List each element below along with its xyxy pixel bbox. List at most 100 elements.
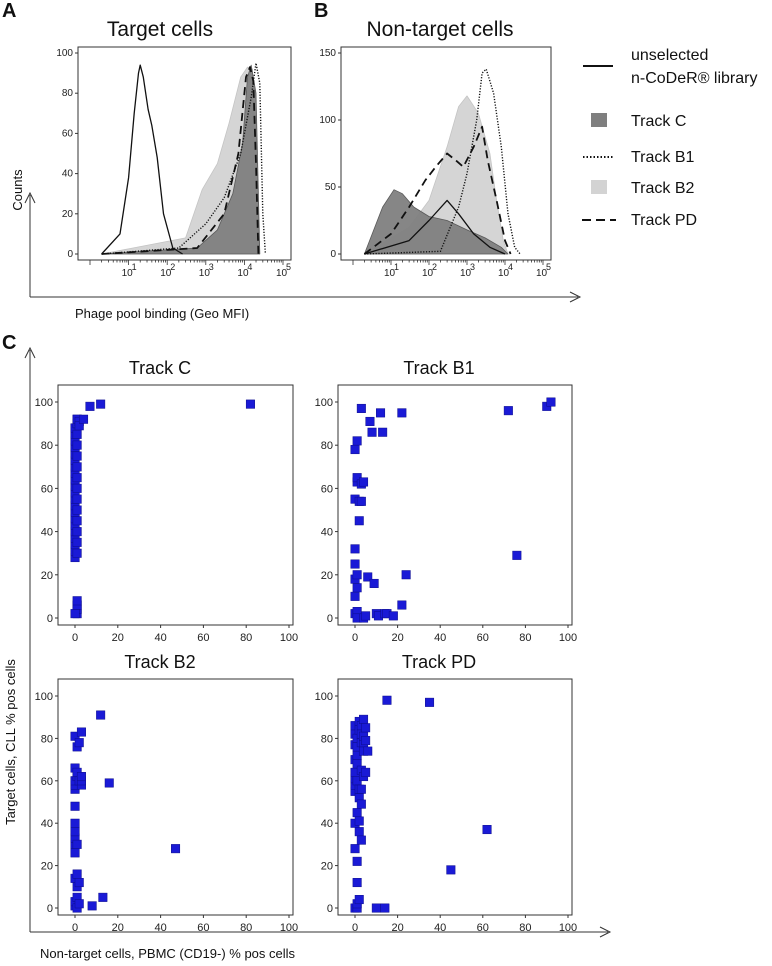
scatter-point — [546, 397, 556, 407]
scatter-point — [361, 723, 371, 733]
scatter-point — [356, 799, 366, 809]
scatter-xtick-label: 20 — [112, 922, 124, 934]
scatter-xtick-label: 60 — [477, 922, 489, 934]
ytick-label-b: 100 — [319, 115, 336, 126]
legend-label-unselected-1: unselected — [631, 47, 708, 64]
scatter-point — [354, 516, 364, 526]
xtick-label-base-a: 10 — [160, 268, 172, 279]
scatter-point — [98, 892, 108, 902]
scatter-point — [72, 462, 82, 472]
scatter-point — [371, 903, 381, 913]
scatter-c3-title: Track B2 — [124, 652, 195, 672]
scatter-point — [365, 416, 375, 426]
scatter-xtick-label: 40 — [434, 632, 446, 644]
scatter-xtick-label: 40 — [434, 922, 446, 934]
ytick-label-a: 100 — [56, 48, 73, 59]
scatter-ytick-label: 20 — [321, 861, 333, 873]
scatter-ytick-label: 40 — [321, 818, 333, 830]
scatter-point — [352, 808, 362, 818]
bottom-y-arrowhead — [24, 346, 36, 359]
scatter-point — [72, 505, 82, 515]
scatter-point — [72, 483, 82, 493]
scatter-point — [72, 839, 82, 849]
scatter-point — [503, 406, 513, 416]
bottom-xlabel: Non-target cells, PBMC (CD19-) % pos cel… — [40, 946, 296, 961]
scatter-point — [70, 848, 80, 858]
scatter-point — [378, 427, 388, 437]
scatter-point — [72, 473, 82, 483]
scatter-point — [388, 611, 398, 621]
xtick-label-base-a: 10 — [122, 268, 134, 279]
ytick-label-a: 40 — [62, 169, 74, 180]
scatter-point — [70, 827, 80, 837]
scatter-point — [356, 403, 366, 413]
scatter-xtick-label: 100 — [559, 632, 577, 644]
scatter-point — [359, 714, 369, 724]
scatter-ytick-label: 100 — [315, 691, 333, 703]
scatter-c3: 0 20 40 60 80 100 0 20 40 60 80 100 — [35, 678, 298, 934]
scatter-xtick-label: 60 — [477, 632, 489, 644]
scatter-point — [380, 903, 390, 913]
scatter-xtick-label: 100 — [280, 922, 298, 934]
scatter-xtick-label: 20 — [391, 922, 403, 934]
scatter-point — [382, 695, 392, 705]
legend-label-track-b1: Track B1 — [631, 149, 695, 166]
scatter-point — [369, 578, 379, 588]
scatter-point — [425, 697, 435, 707]
histogram-a-frame — [77, 46, 292, 261]
xtick-label-base-a: 10 — [199, 268, 211, 279]
scatter-xtick-label: 100 — [280, 632, 298, 644]
scatter-point — [72, 537, 82, 547]
scatter-point — [359, 477, 369, 487]
scatter-frame — [337, 384, 573, 626]
legend-label-track-pd: Track PD — [631, 212, 697, 229]
scatter-xtick-label: 80 — [519, 632, 531, 644]
scatter-point — [401, 570, 411, 580]
xtick-label-exp-a: 4 — [247, 262, 252, 272]
scatter-point — [350, 544, 360, 554]
scatter-ytick-label: 0 — [47, 613, 53, 625]
legend-dark-swatch-icon — [591, 113, 607, 127]
scatter-point — [104, 778, 114, 788]
scatter-point — [70, 609, 80, 619]
scatter-ytick-label: 0 — [327, 903, 333, 915]
scatter-point — [85, 401, 95, 411]
scatter-frame — [337, 678, 573, 916]
scatter-xtick-label: 0 — [72, 922, 78, 934]
scatter-ytick-label: 80 — [321, 440, 333, 452]
bottom-x-arrowhead — [599, 926, 612, 938]
xtick-label-base-b: 10 — [536, 268, 548, 279]
legend: unselected n-CoDeR® library Track C Trac… — [582, 47, 757, 229]
panel-a-ylabel: Counts — [10, 169, 25, 211]
scatter-point — [356, 784, 366, 794]
xtick-label-base-a: 10 — [276, 268, 288, 279]
ytick-label-a: 80 — [62, 88, 74, 99]
ytick-label-b: 0 — [330, 249, 336, 260]
scatter-c1: 0 20 40 60 80 100 0 20 40 60 80 100 — [35, 384, 298, 644]
scatter-ytick-label: 60 — [41, 483, 53, 495]
scatter-ytick-label: 40 — [41, 818, 53, 830]
histogram-b-frame — [340, 46, 552, 261]
scatter-point — [367, 427, 377, 437]
legend-light-swatch-icon — [591, 180, 607, 194]
panel-letter-a: A — [2, 0, 16, 22]
panel-letter-c: C — [2, 332, 16, 354]
scatter-point — [72, 440, 82, 450]
scatter-point — [446, 865, 456, 875]
scatter-point — [72, 596, 82, 606]
xtick-label-exp-a: 1 — [132, 262, 137, 272]
scatter-point — [352, 856, 362, 866]
scatter-point — [350, 591, 360, 601]
xtick-label-exp-a: 3 — [209, 262, 214, 272]
scatter-ytick-label: 60 — [41, 776, 53, 788]
bottom-ylabel: Target cells, CLL % pos cells — [3, 659, 18, 825]
scatter-point — [350, 844, 360, 854]
scatter-xtick-label: 80 — [519, 922, 531, 934]
scatter-point — [74, 878, 84, 888]
scatter-xtick-label: 20 — [112, 632, 124, 644]
scatter-point — [482, 825, 492, 835]
scatter-point — [72, 451, 82, 461]
xtick-label-exp-a: 5 — [286, 262, 291, 272]
ytick-label-a: 0 — [67, 249, 73, 260]
